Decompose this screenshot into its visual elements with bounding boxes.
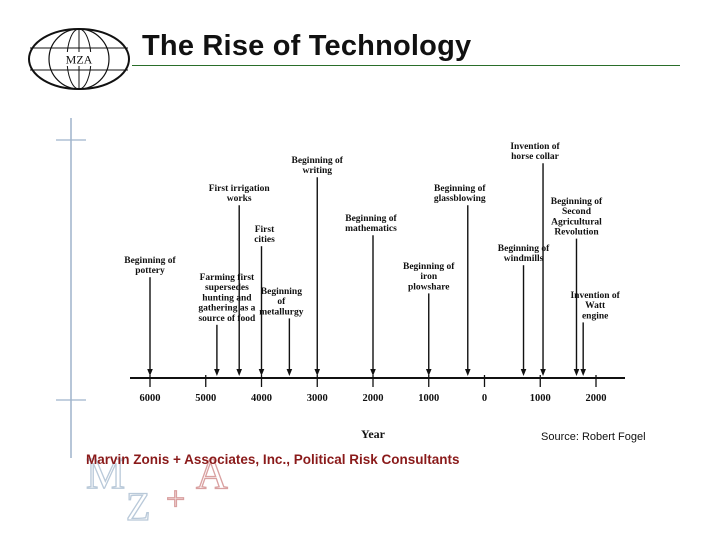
event-label: Beginning of glassblowing — [434, 184, 486, 204]
axis-title: Year — [361, 427, 386, 441]
event-label: First irrigation works — [209, 184, 271, 204]
axis-tick-label: 2000 — [586, 393, 607, 404]
source-note: Source: Robert Fogel — [541, 431, 646, 443]
event-arrowhead — [540, 369, 546, 376]
event-arrowhead — [580, 369, 586, 376]
timeline-event: First cities — [254, 225, 275, 376]
event-label: Beginning of Second Agricultural Revolution — [551, 197, 603, 238]
event-label: Beginning of iron plowshare — [403, 262, 455, 292]
timeline-event: Beginning of pottery — [124, 256, 177, 376]
event-label: Invention of horse collar — [510, 142, 560, 162]
axis-tick-label: 3000 — [307, 393, 328, 404]
axis-tick-label: 1000 — [418, 393, 439, 404]
timeline-event: Beginning of glassblowing — [434, 184, 486, 376]
timeline-event: Beginning of windmills — [498, 244, 550, 376]
timeline-event: Beginning of metallurgy — [259, 287, 304, 376]
mza-watermark-logo: M Z + A — [85, 448, 228, 522]
event-label: Invention of Watt engine — [570, 291, 620, 321]
event-arrowhead — [258, 369, 265, 376]
event-label: Beginning of metallurgy — [259, 287, 304, 317]
axis-tick-label: 0 — [482, 393, 487, 404]
event-label: Beginning of pottery — [124, 256, 176, 276]
timeline-event: Beginning of Second Agricultural Revolution — [551, 197, 603, 376]
timeline-event: Invention of Watt engine — [570, 291, 621, 376]
axis-tick-label: 6000 — [140, 393, 161, 404]
event-arrowhead — [214, 369, 220, 376]
timeline-event: Beginning of writing — [292, 156, 344, 376]
axis-tick-label: 2000 — [363, 393, 384, 404]
technology-timeline: Beginning of pottery Farming first supersed… — [124, 142, 625, 441]
event-label: First cities — [254, 225, 275, 245]
timeline-event: Beginning of iron plowshare — [403, 262, 455, 376]
timeline-event: First irrigation works — [209, 184, 271, 376]
event-label: Farming first supersedes hunting and gather… — [198, 273, 256, 324]
axis-tick-label: 1000 — [530, 393, 551, 404]
event-arrowhead — [520, 369, 527, 376]
watermark-letter: Z — [126, 484, 150, 522]
timeline-event: Beginning of mathematics — [345, 214, 398, 376]
event-label: Beginning of windmills — [498, 244, 550, 264]
page-title: The Rise of Technology — [142, 30, 472, 62]
timeline-event: Farming first supersedes hunting and gather… — [198, 273, 256, 376]
event-arrowhead — [147, 369, 153, 376]
event-arrowhead — [236, 369, 242, 376]
watermark-letter: A — [196, 449, 228, 498]
event-arrowhead — [573, 369, 580, 376]
watermark-letter: M — [86, 449, 125, 498]
event-arrowhead — [425, 369, 432, 376]
event-arrowhead — [314, 369, 321, 376]
mza-globe-logo: MZA — [28, 28, 130, 90]
axis-tick-label: 4000 — [251, 393, 272, 404]
timeline-event: Invention of horse collar — [510, 142, 561, 376]
event-arrowhead — [464, 369, 471, 376]
footer-company-name: Marvin Zonis + Associates, Inc., Politic… — [86, 452, 460, 467]
decorative-rail — [56, 118, 86, 458]
event-arrowhead — [370, 369, 376, 376]
event-arrowhead — [286, 369, 293, 376]
event-label: Beginning of writing — [292, 156, 344, 176]
logo-text: MZA — [66, 53, 93, 67]
title-divider — [132, 65, 680, 66]
axis-tick-label: 5000 — [195, 393, 216, 404]
event-label: Beginning of mathematics — [345, 214, 397, 234]
watermark-letter: + — [166, 481, 185, 518]
